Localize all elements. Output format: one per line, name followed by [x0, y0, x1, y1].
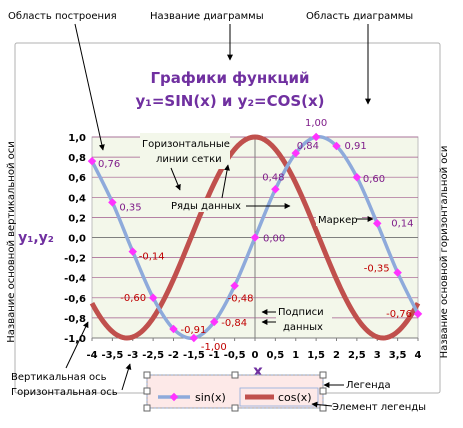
x-tick-label: 1,5: [307, 350, 325, 361]
y-tick-label: -1,0: [64, 334, 86, 345]
sin-marker: [373, 219, 382, 228]
sin-marker: [352, 172, 362, 182]
sin-marker: [210, 317, 219, 327]
series-cos-line: [89, 134, 421, 341]
legend-label-cos: cos(x): [278, 391, 312, 404]
svg-text:Маркер: Маркер: [318, 215, 358, 226]
y-tick-label: 0,0: [68, 234, 86, 245]
legend[interactable]: sin(x) cos(x): [143, 371, 327, 412]
x-tick-label: -0,5: [224, 350, 246, 361]
x-tick-label: -3: [127, 350, 138, 361]
sin-data-label: 1,00: [305, 118, 327, 129]
y-tick-labels: 1,0 0,8 0,6 0,4 0,2 0,0 -0,2 -0,4 -0,6 -0,8 -1,0: [64, 133, 86, 345]
sin-data-label: -0,48: [228, 294, 254, 305]
sin-data-label: 0,00: [263, 234, 285, 245]
x-tick-label: 0,5: [267, 350, 285, 361]
legend-label-sin: sin(x): [195, 391, 226, 404]
series-sin-markers: [87, 132, 423, 343]
callout-chart-name: Название диаграммы: [150, 11, 264, 22]
sin-marker: [189, 333, 199, 343]
callout-plot-area: Область построения: [8, 11, 117, 22]
callout-gridlines: Горизонтальные линии сетки: [140, 133, 230, 169]
sin-data-label: 0,48: [262, 172, 284, 183]
y-tick-label: -0,6: [64, 294, 86, 305]
x-tick-label: -2: [168, 350, 179, 361]
callout-data-series: Ряды данных: [169, 198, 247, 212]
sin-data-label: 0,84: [297, 141, 319, 152]
y-axis-title: y₁,y₂: [18, 230, 54, 246]
x-tick-label: 3,5: [389, 350, 407, 361]
sin-marker: [393, 268, 402, 277]
y-tick-label: 1,0: [68, 133, 86, 144]
sin-data-label: 0,76: [98, 159, 120, 170]
svg-text:Подписи: Подписи: [278, 307, 324, 318]
x-tick-label: 0: [252, 350, 259, 361]
sin-data-label: -1,00: [201, 342, 227, 353]
sin-marker: [169, 324, 178, 334]
svg-text:Горизонтальные: Горизонтальные: [142, 139, 230, 150]
callout-horizontal-axis-title: Название основной горизонтальной оси: [439, 146, 450, 359]
sin-marker: [148, 293, 158, 303]
sin-data-label: -0,91: [181, 325, 207, 336]
x-tick-label: 4: [415, 350, 422, 361]
sin-data-label: -0,35: [364, 264, 390, 275]
sin-data-label: 0,91: [345, 141, 367, 152]
svg-text:данных: данных: [283, 322, 323, 333]
sin-data-label: -0,14: [139, 252, 165, 263]
sin-marker: [271, 185, 280, 194]
svg-text:Ряды данных: Ряды данных: [171, 201, 241, 212]
callout-vertical-axis-title: Название основной вертикальной оси: [6, 141, 17, 342]
x-tick-label: -3,5: [101, 350, 123, 361]
x-tick-label: 1: [292, 350, 299, 361]
y-tick-label: 0,2: [68, 213, 86, 224]
svg-text:линии сетки: линии сетки: [156, 154, 222, 165]
x-tick-label: -4: [86, 350, 97, 361]
legend-entry-sin[interactable]: sin(x): [158, 391, 226, 404]
legend-entry-cos[interactable]: cos(x): [239, 387, 319, 407]
sin-data-label: 0,14: [391, 218, 413, 229]
sin-data-label: 0,35: [119, 202, 141, 213]
sin-marker: [291, 148, 300, 158]
sin-marker: [87, 156, 97, 166]
y-tick-label: 0,8: [68, 153, 86, 164]
sin-data-label: -0,76: [386, 309, 412, 320]
x-tick-labels: -4 -3,5 -3 -2,5 -2 -1,5 -1 -0,5 0 0,5 1 1,5 2 2,5 3 3,5…: [86, 338, 422, 361]
y-tick-label: -0,8: [64, 314, 86, 325]
callout-legend: Легенда: [346, 380, 391, 391]
y-tick-label: 0,4: [68, 193, 86, 204]
legend-handles[interactable]: [143, 371, 327, 412]
x-axis-title: x: [253, 362, 263, 380]
sin-marker: [413, 309, 423, 319]
callout-marker: Маркер: [316, 212, 362, 226]
chart-title-line2: y₁=SIN(x) и y₂=COS(x): [135, 92, 324, 110]
x-tick-label: 2,5: [348, 350, 366, 361]
sin-marker: [332, 141, 341, 151]
y-tick-label: 0,6: [68, 173, 86, 184]
callout-vertical-axis: Вертикальная ось: [11, 372, 107, 383]
sin-data-label: 0,60: [363, 174, 385, 185]
sin-marker: [311, 132, 321, 142]
sin-marker: [128, 247, 137, 256]
callout-chart-area: Область диаграммы: [306, 11, 413, 22]
sin-marker: [250, 233, 260, 242]
sin-data-label: -0,84: [221, 318, 247, 329]
chart-title-line1: Графики функций: [150, 69, 309, 87]
callout-data-labels: Подписи данных: [276, 302, 332, 334]
series-sin-data-labels: 0,76 0,35 -0,14 -0,60 -0,91 -1,00 -0,84 -0,48 0,…: [98, 118, 414, 353]
x-tick-label: 2: [333, 350, 340, 361]
sin-data-label: -0,60: [120, 293, 146, 304]
callout-legend-entry: Элемент легенды: [332, 402, 426, 413]
x-tick-label: -2,5: [142, 350, 164, 361]
y-tick-label: -0,4: [64, 274, 86, 285]
x-tick-label: 3: [374, 350, 381, 361]
y-tick-label: -0,2: [64, 254, 86, 265]
sin-marker: [230, 281, 239, 290]
sin-marker: [108, 198, 117, 207]
callout-horizontal-axis: Горизонтальная ось: [11, 387, 118, 398]
x-tick-label: -1,5: [183, 350, 205, 361]
x-tick-label: -1: [209, 350, 220, 361]
